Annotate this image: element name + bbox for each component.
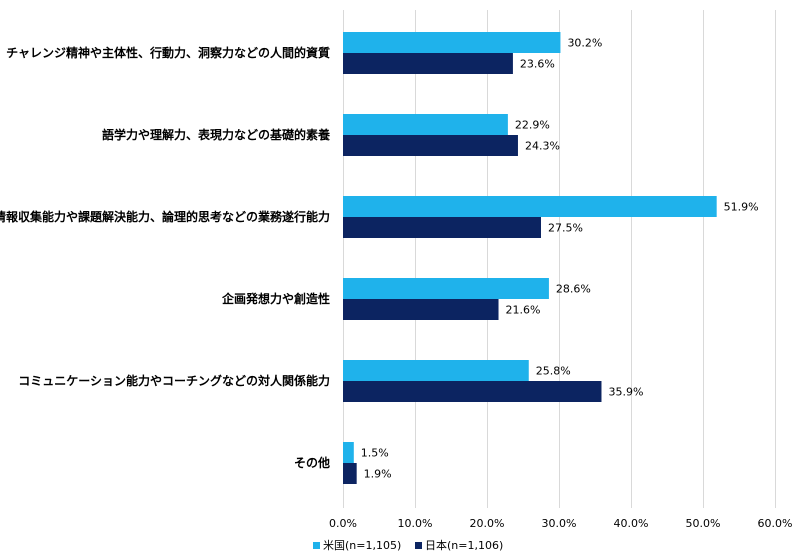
data-label: 21.6% [506,304,541,317]
legend: 米国(n=1,105) 日本(n=1,106) [313,538,503,552]
bar-japan [343,217,541,238]
bar-japan [343,53,513,74]
category-label: 語学力や理解力、表現力などの基礎的素養 [102,127,330,142]
data-label: 30.2% [567,37,602,50]
category-label: 企画発想力や創造性 [221,291,330,306]
bar-us [343,360,529,381]
x-tick-label: 40.0% [614,517,649,530]
x-tick-label: 30.0% [542,517,577,530]
bar-us [343,442,354,463]
gridlines [343,10,776,508]
bar-us [343,114,508,135]
category-labels: チャレンジ精神や主体性、行動力、洞察力などの人間的資質語学力や理解力、表現力など… [0,45,330,470]
bar-us [343,196,717,217]
x-tick-label: 10.0% [398,517,433,530]
x-tick-label: 60.0% [758,517,793,530]
bar-us [343,278,549,299]
legend-swatch-japan [415,542,422,549]
data-labels: 30.2% 23.6% 22.9% 24.3% 51.9% 27.5% 28.6% 21.6%… [361,37,759,481]
data-label: 27.5% [548,222,583,235]
data-label: 51.9% [724,201,759,214]
data-label: 24.3% [525,140,560,153]
legend-label-us: 米国(n=1,105) [323,539,401,552]
x-tick-label: 50.0% [686,517,721,530]
bar-japan [343,381,602,402]
data-label: 35.9% [608,386,643,399]
bar-japan [343,463,357,484]
category-label: チャレンジ精神や主体性、行動力、洞察力などの人間的資質 [6,45,330,60]
category-label: その他 [294,455,330,470]
x-tick-label: 20.0% [470,517,505,530]
legend-label-japan: 日本(n=1,106) [425,538,503,552]
x-axis-tick-labels: 0.0% 10.0% 20.0% 30.0% 40.0% 50.0% 60.0% [329,517,792,530]
category-label: コミュニケーション能力やコーチングなどの対人関係能力 [18,373,330,388]
data-label: 1.9% [364,468,392,481]
x-tick-label: 0.0% [329,517,357,530]
bar-japan [343,135,518,156]
legend-swatch-us [313,542,320,549]
category-label: 情報収集能力や課題解決能力、論理的思考などの業務遂行能力 [0,209,330,224]
data-label: 1.5% [361,447,389,460]
bar-japan [343,299,499,320]
data-label: 23.6% [520,58,555,71]
data-label: 28.6% [556,283,591,296]
bar-us [343,32,561,53]
bars [343,32,717,484]
data-label: 25.8% [536,365,571,378]
data-label: 22.9% [515,119,550,132]
